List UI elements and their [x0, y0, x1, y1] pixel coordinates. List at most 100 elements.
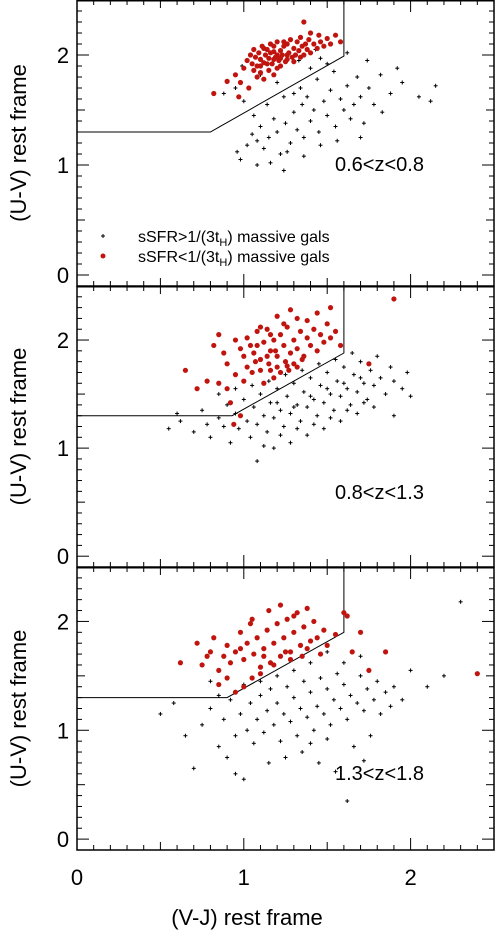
x-axis-title: (V-J) rest frame: [171, 905, 323, 930]
quiescent-point: [251, 67, 257, 73]
quiescent-point: [237, 629, 244, 635]
quiescent-point: [294, 39, 300, 45]
quiescent-point: [297, 328, 304, 334]
quiescent-point: [291, 629, 297, 635]
star-forming-point: [295, 127, 300, 132]
star-forming-point: [216, 693, 221, 698]
star-forming-point: [345, 83, 350, 88]
star-forming-point: [241, 777, 246, 782]
star-forming-point: [395, 66, 400, 71]
star-forming-point: [238, 711, 243, 716]
quiescent-point: [257, 56, 264, 63]
quiescent-point: [287, 37, 294, 43]
star-forming-point: [433, 83, 438, 88]
star-forming-point: [316, 361, 321, 366]
star-forming-point: [338, 97, 343, 101]
quiescent-point: [199, 662, 205, 668]
star-forming-point: [348, 402, 353, 407]
quiescent-point: [257, 671, 264, 677]
redshift-label: 0.8<z<1.3: [335, 482, 424, 504]
quiescent-point: [474, 671, 480, 677]
quiescent-point: [274, 313, 280, 319]
star-forming-point: [388, 704, 393, 709]
star-forming-point: [251, 113, 256, 118]
quiescent-point: [261, 76, 267, 82]
star-forming-point: [275, 80, 280, 85]
quiescent-point: [302, 41, 309, 47]
star-forming-point: [233, 771, 238, 776]
star-forming-point: [291, 405, 296, 410]
star-forming-point: [298, 419, 303, 424]
quiescent-point: [261, 646, 267, 652]
star-forming-point: [361, 708, 366, 713]
quiescent-point: [297, 54, 304, 60]
star-forming-point: [275, 701, 280, 706]
redshift-label: 0.6<z<0.8: [335, 154, 424, 176]
quiescent-point: [251, 350, 257, 356]
quiescent-point: [277, 55, 284, 61]
quiescent-point: [324, 321, 330, 327]
star-forming-point: [321, 400, 326, 405]
star-forming-point: [271, 116, 276, 121]
star-forming-point: [428, 99, 433, 104]
quiescent-point: [299, 356, 305, 363]
star-forming-point: [235, 149, 240, 154]
star-forming-point: [285, 684, 290, 689]
star-forming-point: [281, 168, 286, 173]
star-forming-point: [275, 673, 280, 678]
star-forming-point: [245, 419, 250, 424]
quiescent-point: [277, 63, 284, 69]
quiescent-point: [297, 642, 304, 648]
star-forming-point: [305, 94, 310, 99]
quiescent-point: [271, 56, 277, 63]
quiescent-point: [236, 94, 242, 100]
quiescent-point: [284, 52, 290, 58]
quiescent-point: [291, 337, 297, 343]
star-forming-point: [328, 722, 333, 727]
star-forming-point: [300, 750, 305, 755]
star-forming-point: [341, 682, 346, 687]
y-axis-title: (U-V) rest frame: [6, 64, 31, 222]
star-forming-point: [233, 86, 238, 90]
quiescent-point: [257, 367, 264, 373]
star-forming-point: [291, 110, 296, 115]
quiescent-point: [284, 56, 290, 63]
quiescent-point: [207, 649, 214, 655]
star-forming-point: [283, 755, 288, 760]
star-forming-point: [318, 676, 323, 681]
star-forming-point: [358, 375, 363, 380]
star-forming-point: [315, 704, 320, 709]
star-forming-point: [338, 706, 343, 711]
quiescent-point: [204, 653, 210, 659]
y-tick-label: 2: [57, 43, 69, 68]
star-forming-point: [265, 102, 270, 107]
star-forming-point: [335, 671, 340, 676]
star-forming-point: [200, 722, 205, 727]
quiescent-point: [292, 52, 299, 58]
quiescent-point: [241, 656, 247, 663]
star-forming-point: [268, 160, 273, 165]
star-forming-point: [345, 717, 350, 722]
star-forming-point: [358, 135, 363, 140]
star-forming-point: [311, 422, 316, 427]
star-forming-point: [351, 744, 356, 749]
quiescent-point: [247, 621, 254, 627]
quiescent-point: [274, 621, 280, 627]
star-forming-point: [261, 413, 266, 418]
star-forming-point: [308, 741, 313, 746]
star-forming-point: [228, 697, 233, 702]
quiescent-point: [324, 642, 330, 648]
star-forming-point: [311, 108, 316, 112]
quiescent-point: [237, 413, 244, 419]
quiescent-point: [182, 367, 189, 373]
star-forming-point: [388, 365, 393, 370]
quiescent-point: [332, 328, 339, 334]
quiescent-point: [314, 310, 320, 316]
quiescent-point: [251, 46, 257, 53]
x-tick-label: 0: [71, 865, 83, 890]
quiescent-point: [307, 638, 314, 644]
quiescent-point: [281, 321, 287, 327]
star-forming-point: [365, 58, 370, 63]
quiescent-point: [249, 369, 255, 376]
